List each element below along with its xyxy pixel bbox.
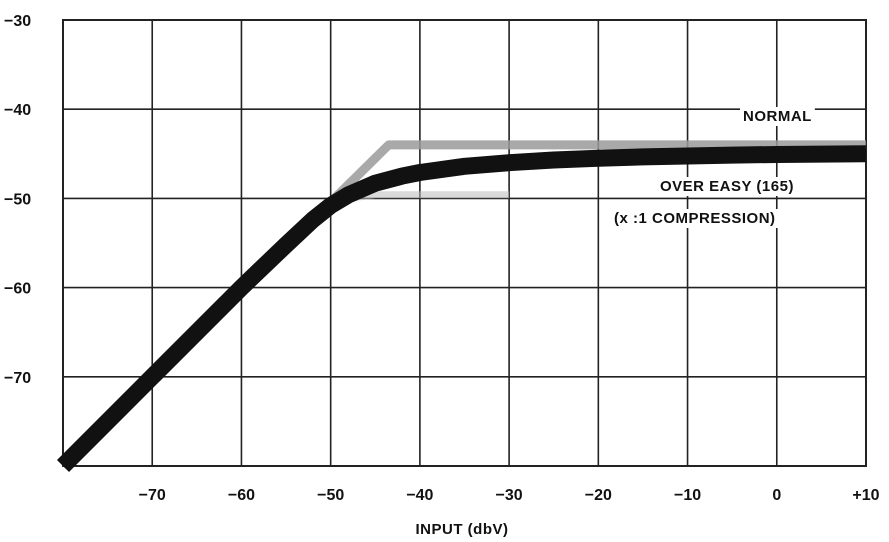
x-tick-label: −70	[139, 487, 166, 504]
x-tick-label: −10	[674, 487, 701, 504]
y-tick-label: −50	[4, 191, 31, 208]
x-axis-label: INPUT (dbV)	[416, 521, 509, 538]
x-tick-label: −20	[585, 487, 612, 504]
x-tick-label: +10	[852, 487, 879, 504]
plot-frame	[62, 19, 867, 467]
y-tick-label: −30	[4, 13, 31, 30]
y-tick-label: −60	[4, 281, 31, 298]
annotation-normal: NORMAL	[743, 108, 812, 125]
series-layer	[56, 140, 867, 473]
y-tick-label: −40	[4, 102, 31, 119]
x-tick-label: 0	[772, 487, 781, 504]
tick-labels: −70 −60 −50 −40 −30 −20 −10 0 +10 −30 −40 −50 −60 −70	[4, 13, 880, 504]
y-tick-label: −70	[4, 370, 31, 387]
x-tick-label: −40	[406, 487, 433, 504]
grid	[62, 19, 867, 467]
annotation-backdrop	[611, 209, 779, 228]
x-tick-label: −30	[496, 487, 523, 504]
x-tick-label: −60	[228, 487, 255, 504]
annotation-over-easy: OVER EASY (165)	[660, 178, 794, 195]
annotation-compression: (x :1 COMPRESSION)	[614, 210, 776, 227]
x-tick-label: −50	[317, 487, 344, 504]
annotation-backdrop	[657, 177, 797, 196]
series-line-over-easy	[56, 145, 867, 473]
annotation-backdrop	[740, 107, 815, 126]
